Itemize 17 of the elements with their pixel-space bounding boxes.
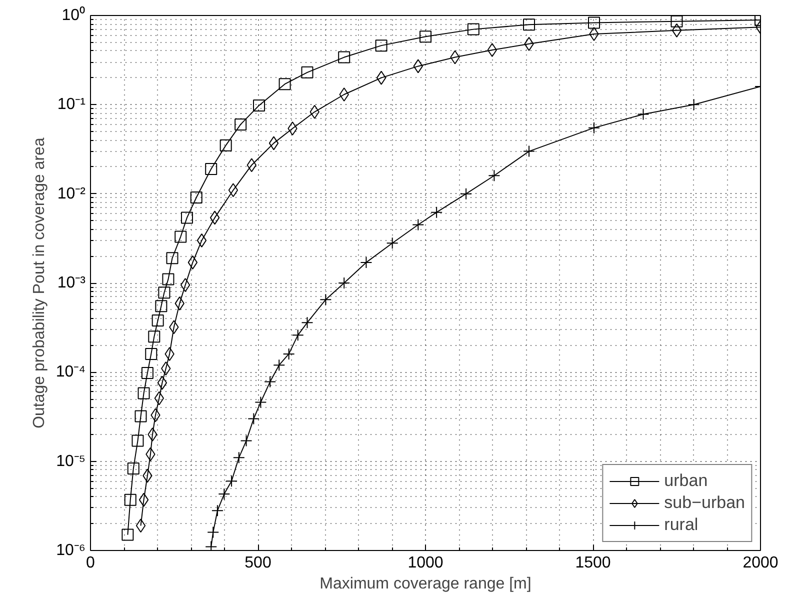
x-tick-label: 2000 [742,554,778,572]
x-tick-label: 0 [86,554,96,572]
y-tick-label: 10⁻⁶ [56,542,86,559]
legend-label: urban [664,471,708,491]
y-tick-label: 10⁻² [57,185,86,202]
legend-label: sub−urban [664,493,745,513]
y-tick-label: 10⁻¹ [57,96,86,114]
y-tick-label: 10⁰ [62,6,86,24]
x-axis-title: Maximum coverage range [m] [320,576,532,592]
y-tick-label: 10⁻⁵ [56,452,86,470]
legend-label: rural [664,515,698,535]
y-axis-title: Outage probability Pout in coverage area [30,137,48,428]
y-tick-label: 10⁻⁴ [56,364,86,381]
x-tick-label: 500 [244,554,272,572]
y-tick-label: 10⁻³ [57,274,86,292]
x-tick-label: 1500 [575,554,611,572]
x-tick-label: 1000 [408,554,444,572]
